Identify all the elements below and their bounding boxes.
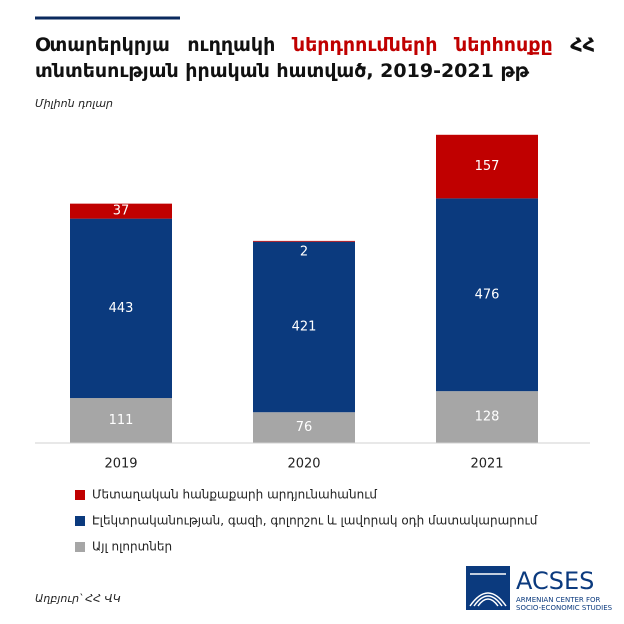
bar-segment [253, 241, 355, 413]
legend-swatch [75, 516, 85, 526]
logo-subtitle: SOCIO-ECONOMIC STUDIES [516, 604, 613, 612]
title-part: ՀՀ տնտեսության իրական հատված, 2019-2021 … [35, 34, 596, 82]
title-highlight: ներդրումների ներհոսքը [292, 34, 553, 56]
legend-label: Մետաղական հանքաքարի արդյունահանում [92, 488, 377, 502]
data-label: 111 [109, 413, 134, 428]
legend-swatch [75, 542, 85, 552]
x-tick-label: 2019 [104, 457, 137, 472]
data-label: 37 [113, 204, 130, 219]
legend-swatch [75, 490, 85, 500]
data-label: 421 [292, 319, 317, 334]
bar-segment [253, 412, 355, 443]
chart-title: Օտարերկրյա ուղղակի ներդրումների ներհոսքը… [35, 32, 595, 84]
bar-segment [70, 398, 172, 443]
data-label: 443 [109, 301, 134, 316]
legend-label: Էլեկտրականության, գազի, գոլորշու և լավոր… [92, 514, 538, 528]
bar-segment [436, 198, 538, 392]
data-label: 157 [475, 159, 500, 174]
data-label: 76 [296, 420, 313, 435]
source: Աղբյուր՝ ՀՀ ՎԿ [35, 592, 121, 605]
logo-icon [466, 566, 510, 610]
bar-segment [436, 391, 538, 443]
data-label: 128 [475, 410, 500, 425]
legend-label: Այլ ոլորտներ [92, 540, 172, 554]
bar-segment [70, 203, 172, 219]
data-label: 2 [300, 244, 308, 259]
title-part: Օտարերկրյա ուղղակի [35, 34, 276, 56]
bar-segment [70, 218, 172, 399]
x-tick-label: 2020 [287, 457, 320, 472]
units: Միլիոն դոլար [35, 97, 113, 110]
x-tick-label: 2021 [470, 457, 503, 472]
logo-subtitle: ARMENIAN CENTER FOR [516, 596, 601, 604]
logo-name: ACSES [516, 567, 594, 595]
bar-segment [253, 240, 355, 242]
data-label: 476 [475, 287, 500, 302]
bar-segment [436, 134, 538, 199]
